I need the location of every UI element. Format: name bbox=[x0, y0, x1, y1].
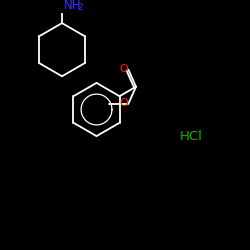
Text: HCl: HCl bbox=[180, 130, 203, 142]
Text: NH: NH bbox=[64, 0, 82, 12]
Text: O: O bbox=[119, 64, 128, 74]
Text: O: O bbox=[119, 98, 128, 108]
Text: 2: 2 bbox=[77, 4, 83, 13]
